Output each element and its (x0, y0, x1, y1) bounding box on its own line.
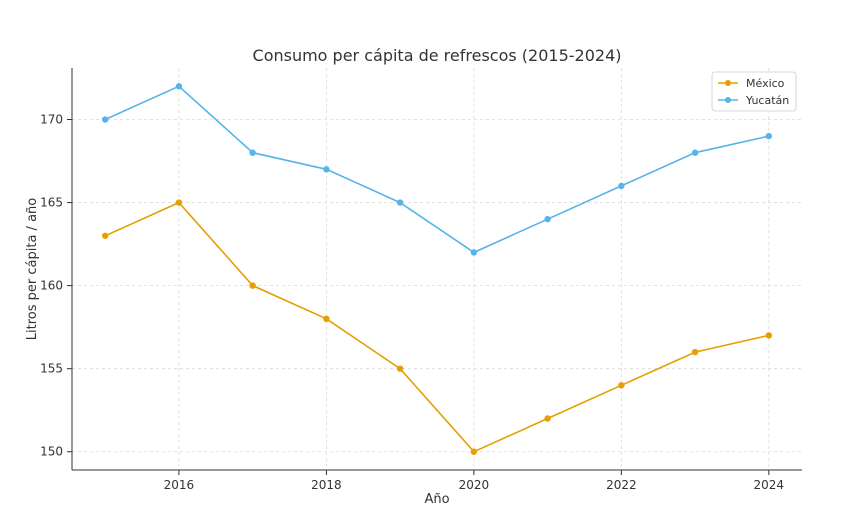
data-point-yucatan (544, 215, 551, 223)
data-point-yucatan (101, 116, 109, 123)
y-axis-label: Litros per cápita / año (25, 198, 40, 340)
y-tick-label: 165 (40, 196, 63, 210)
series-line-mexico (104, 201, 769, 453)
data-point-mexico (249, 282, 256, 289)
legend-marker-mexico (725, 80, 731, 86)
data-point-yucatan (396, 199, 404, 206)
y-tick-label: 155 (40, 362, 63, 376)
data-point-yucatan (249, 149, 256, 156)
x-axis-label: Año (424, 492, 449, 507)
data-point-yucatan (323, 166, 330, 173)
data-point-yucatan (618, 182, 625, 190)
data-point-mexico (323, 315, 330, 323)
data-point-mexico (691, 348, 699, 356)
data-point-mexico (765, 332, 773, 339)
y-tick-label: 160 (40, 279, 63, 293)
legend-marker-yucatan (725, 97, 731, 103)
data-point-yucatan (765, 132, 773, 140)
axes (67, 68, 802, 475)
x-tick-label: 2020 (459, 478, 490, 492)
data-point-mexico (175, 199, 183, 206)
data-point-mexico (544, 415, 551, 422)
y-tick-label: 150 (40, 445, 63, 459)
x-tick-label: 2024 (754, 478, 785, 492)
tick-labels: 2016 2018 2020 2022 2024 150 155 160 165 170 (40, 112, 784, 492)
data-point-mexico (101, 232, 109, 239)
data-point-mexico (618, 382, 625, 389)
data-point-mexico (396, 365, 404, 372)
legend-box (711, 71, 797, 112)
series-lines (101, 83, 773, 455)
x-tick-label: 2022 (606, 478, 637, 492)
x-tick-label: 2016 (164, 478, 195, 492)
data-point-yucatan (470, 249, 478, 256)
data-point-yucatan (175, 83, 183, 90)
legend: México Yucatán (711, 71, 797, 112)
legend-label-yucatan: Yucatán (745, 94, 789, 107)
legend-label-mexico: México (746, 77, 785, 90)
grid (72, 68, 802, 470)
y-tick-label: 170 (40, 112, 63, 126)
x-tick-label: 2018 (311, 478, 342, 492)
data-point-mexico (470, 448, 478, 455)
chart-title: Consumo per cápita de refrescos (2015-20… (253, 46, 622, 65)
data-point-yucatan (691, 149, 699, 156)
series-line-yucatan (104, 85, 769, 254)
